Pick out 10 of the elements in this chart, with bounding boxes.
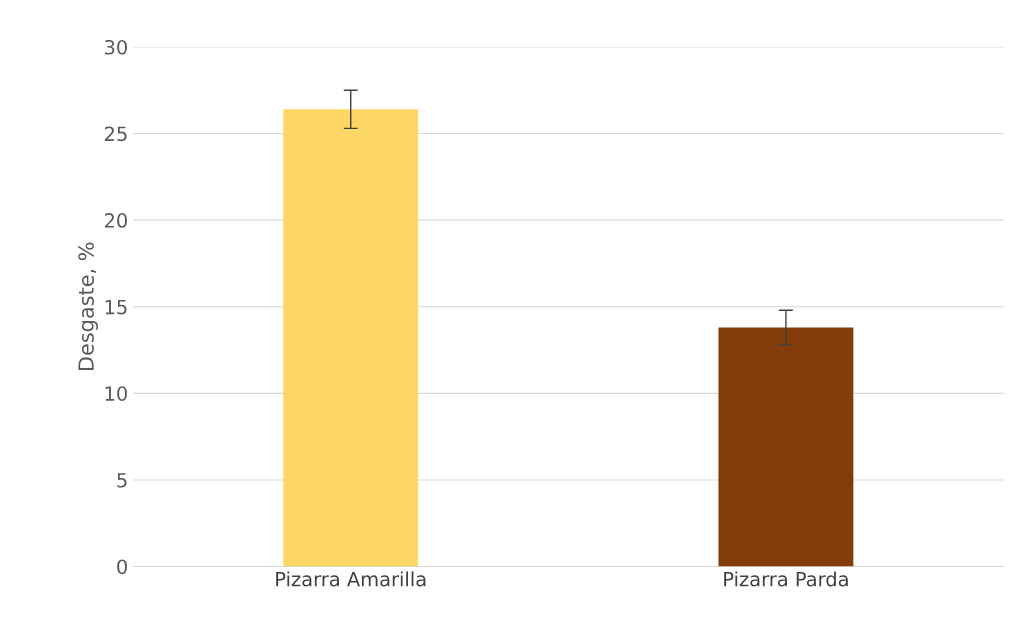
y-tick-label: 5 <box>117 473 127 488</box>
y-tick-label: 0 <box>117 559 127 575</box>
y-tick-label: 15 <box>105 299 127 315</box>
y-tick-label: 10 <box>105 386 127 401</box>
x-tick-label: Pizarra Parda <box>724 571 848 587</box>
x-tick-label: Pizarra Amarilla <box>276 571 426 587</box>
y-tick-label: 20 <box>104 213 127 228</box>
y-axis-title: Desgaste, % <box>78 242 98 370</box>
y-tick-label: 25 <box>104 126 127 142</box>
y-tick-label: 30 <box>105 39 127 55</box>
